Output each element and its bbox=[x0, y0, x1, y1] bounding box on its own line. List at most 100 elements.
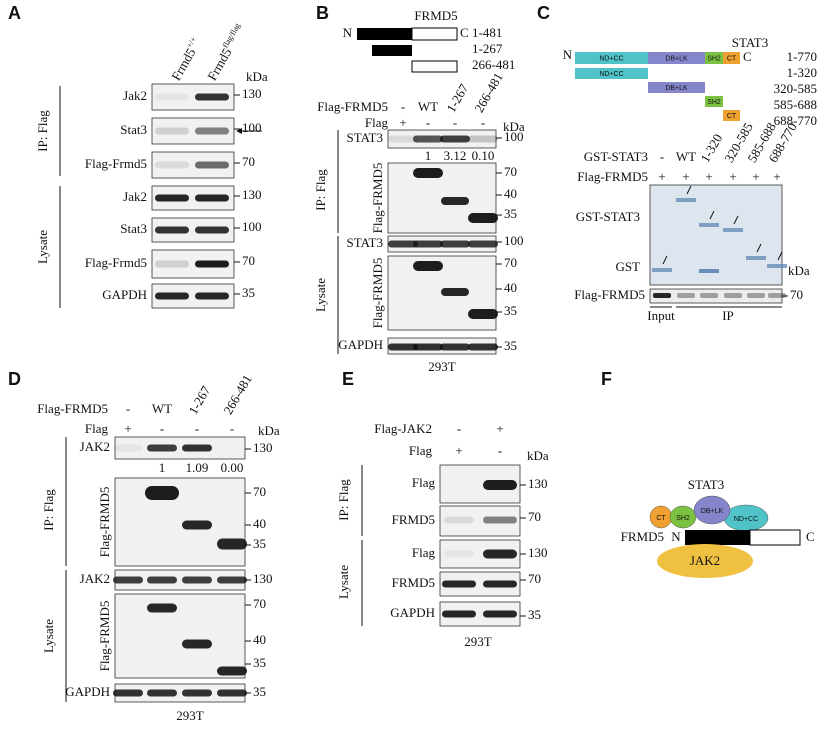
marker-label: 35 bbox=[504, 206, 517, 221]
group-label: IP: Flag bbox=[35, 110, 50, 152]
marker-label: 40 bbox=[504, 186, 517, 201]
panel-letter: D bbox=[8, 369, 21, 389]
row-label: Flag-FRMD5 bbox=[370, 163, 385, 234]
arrow bbox=[709, 210, 715, 220]
band bbox=[182, 520, 212, 530]
condition-value: - bbox=[498, 443, 502, 458]
domain bbox=[648, 82, 705, 93]
row-label: FRMD5 bbox=[392, 575, 435, 590]
band bbox=[483, 549, 517, 559]
domain-bar bbox=[357, 28, 412, 40]
domain bbox=[723, 52, 740, 64]
panel-letter: E bbox=[342, 369, 354, 389]
band bbox=[444, 516, 474, 524]
band bbox=[147, 603, 177, 613]
range-label: 1-770 bbox=[787, 49, 817, 64]
condition-value: WT bbox=[418, 99, 438, 114]
domain-bar bbox=[411, 60, 458, 73]
band bbox=[468, 309, 498, 319]
range-label: 585-688 bbox=[774, 97, 817, 112]
condition-value: + bbox=[682, 169, 689, 184]
column-sup: +/+ bbox=[185, 35, 199, 50]
band bbox=[182, 444, 212, 452]
band bbox=[724, 293, 742, 298]
quantification: 0.00 bbox=[221, 460, 244, 475]
blot bbox=[114, 593, 246, 679]
arrow bbox=[733, 215, 739, 225]
row-label: GAPDH bbox=[65, 684, 110, 699]
panel-letter: A bbox=[8, 3, 21, 23]
marker-label: 130 bbox=[253, 440, 273, 455]
gel-band bbox=[652, 268, 672, 272]
band bbox=[413, 240, 443, 248]
range-label: 320-585 bbox=[774, 81, 817, 96]
section-label: IP bbox=[722, 308, 734, 323]
condition-value: + bbox=[455, 443, 462, 458]
domain-bar bbox=[685, 530, 750, 545]
marker-label: 35 bbox=[504, 338, 517, 353]
condition-value: - bbox=[230, 421, 234, 436]
condition-value: - bbox=[481, 115, 485, 130]
band bbox=[440, 135, 470, 143]
band bbox=[217, 689, 247, 697]
partner bbox=[657, 544, 753, 578]
row-label: Stat3 bbox=[120, 221, 147, 236]
blot bbox=[114, 436, 246, 460]
condition-value: - bbox=[126, 401, 130, 416]
band bbox=[747, 293, 765, 298]
arrow bbox=[686, 185, 692, 195]
gel-band bbox=[767, 264, 787, 268]
condition-value: WT bbox=[152, 401, 172, 416]
band bbox=[155, 292, 189, 300]
band bbox=[677, 293, 695, 298]
label: N bbox=[563, 47, 573, 62]
domain bbox=[723, 110, 740, 121]
marker-label: 130 bbox=[528, 476, 548, 491]
condition-value: - bbox=[660, 149, 664, 164]
band bbox=[441, 197, 469, 205]
label: FRMD5 bbox=[621, 529, 664, 544]
marker-label: 70 bbox=[504, 255, 517, 270]
condition-value: + bbox=[752, 169, 759, 184]
condition-label: Flag bbox=[409, 443, 433, 458]
domain bbox=[575, 68, 648, 79]
row-label: Flag-Frmd5 bbox=[85, 255, 147, 270]
domain-label: CT bbox=[727, 55, 737, 62]
condition-value: - bbox=[401, 99, 405, 114]
label: JAK2 bbox=[690, 553, 720, 568]
column-label: Frmd5+/+ bbox=[167, 35, 204, 83]
row-label: Flag-Frmd5 bbox=[85, 156, 147, 171]
domain bbox=[705, 52, 723, 64]
domain-label: DB+LK bbox=[665, 85, 688, 92]
marker-label: 130 bbox=[242, 86, 262, 101]
gel-label: GST bbox=[615, 259, 640, 274]
gel-band bbox=[676, 198, 696, 202]
section-label: Input bbox=[647, 308, 675, 323]
band bbox=[444, 550, 474, 558]
column-label: Frmd5flag/flag bbox=[203, 21, 248, 83]
band bbox=[195, 226, 229, 234]
band bbox=[700, 293, 718, 298]
marker-label: 70 bbox=[253, 484, 266, 499]
gel-band bbox=[699, 269, 719, 273]
row-label: Jak2 bbox=[123, 189, 147, 204]
label: N bbox=[671, 529, 681, 544]
domain-label: DB+LK bbox=[701, 508, 724, 515]
band bbox=[483, 516, 517, 524]
marker-label: 40 bbox=[253, 632, 266, 647]
band bbox=[147, 444, 177, 452]
label: STAT3 bbox=[732, 35, 769, 50]
band bbox=[442, 580, 476, 588]
band bbox=[413, 168, 443, 178]
band bbox=[440, 240, 470, 248]
marker-label: 70 bbox=[528, 509, 541, 524]
row-label: GAPDH bbox=[102, 287, 147, 302]
condition-value: WT bbox=[676, 149, 696, 164]
marker-label: 100 bbox=[242, 219, 262, 234]
marker-label: 70 bbox=[504, 164, 517, 179]
domain-label: ND+CC bbox=[599, 71, 623, 78]
range-label: 1-481 bbox=[472, 25, 502, 40]
band bbox=[388, 240, 418, 248]
condition-label: Flag bbox=[365, 115, 389, 130]
